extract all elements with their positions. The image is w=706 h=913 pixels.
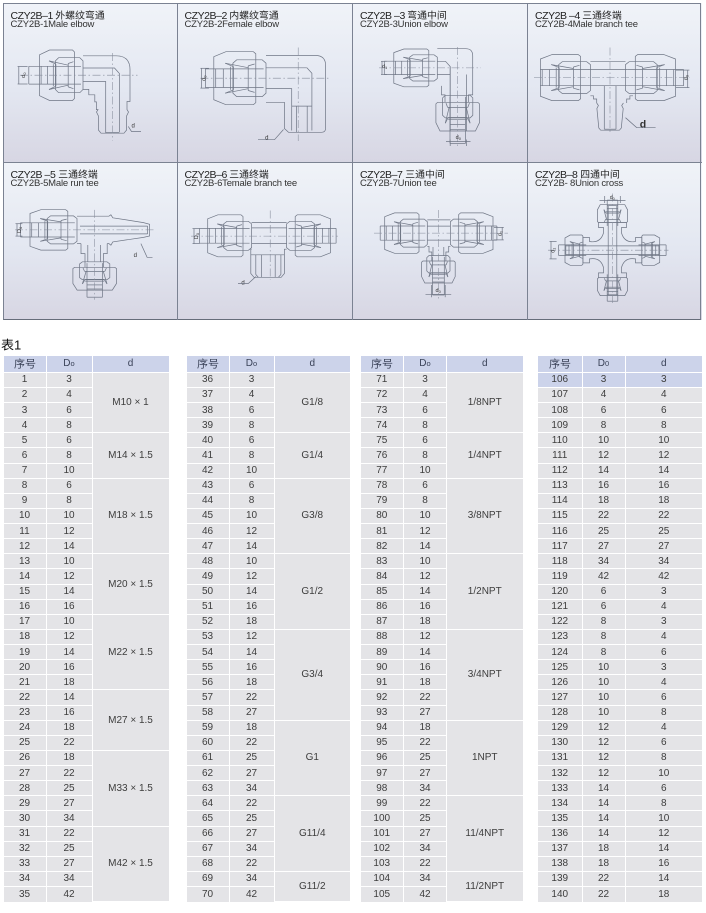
svg-text:d1: d1 bbox=[382, 64, 387, 70]
svg-text:d0: d0 bbox=[456, 135, 462, 141]
svg-text:d: d bbox=[640, 118, 646, 130]
svg-text:D0: D0 bbox=[194, 232, 200, 239]
svg-text:d0: d0 bbox=[21, 72, 27, 78]
svg-text:d0: d0 bbox=[610, 195, 615, 201]
svg-text:d: d bbox=[132, 123, 135, 129]
svg-text:d1: d1 bbox=[498, 230, 504, 236]
svg-text:D0: D0 bbox=[17, 226, 23, 233]
svg-text:d0: d0 bbox=[201, 75, 207, 81]
svg-text:d: d bbox=[134, 253, 137, 259]
svg-text:d: d bbox=[265, 135, 268, 141]
svg-text:d0: d0 bbox=[436, 288, 442, 294]
svg-text:d0: d0 bbox=[684, 74, 690, 80]
svg-text:d1: d1 bbox=[550, 248, 556, 253]
